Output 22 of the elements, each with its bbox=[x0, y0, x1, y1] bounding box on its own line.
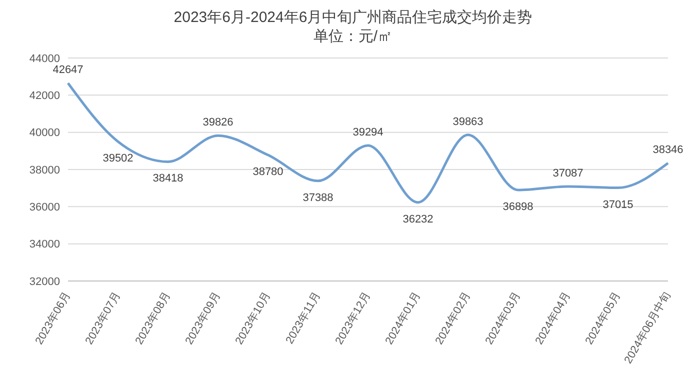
data-label: 39294 bbox=[352, 126, 384, 138]
y-tick-label: 40000 bbox=[29, 127, 60, 140]
y-tick-label: 34000 bbox=[29, 238, 60, 251]
data-label: 38780 bbox=[252, 166, 284, 178]
y-tick-label: 44000 bbox=[29, 52, 60, 65]
data-label: 38346 bbox=[652, 144, 684, 156]
data-label: 39826 bbox=[202, 116, 234, 129]
data-label: 36232 bbox=[402, 213, 434, 226]
y-tick-label: 32000 bbox=[29, 276, 60, 288]
data-label: 37015 bbox=[602, 198, 634, 211]
y-tick-label: 42000 bbox=[29, 90, 60, 102]
chart-title: 2023年6月-2024年6月中旬广州商品住宅成交均价走势 bbox=[172, 8, 534, 27]
chart-subtitle: 单位：元/㎡ bbox=[312, 27, 394, 46]
y-tick-label: 36000 bbox=[29, 202, 60, 214]
data-label: 37087 bbox=[552, 167, 584, 180]
data-label: 39502 bbox=[102, 152, 134, 165]
data-label: 39863 bbox=[452, 116, 484, 128]
data-label: 36898 bbox=[502, 200, 534, 213]
y-tick-label: 38000 bbox=[29, 164, 60, 176]
data-label: 42647 bbox=[52, 64, 84, 76]
data-label: 37388 bbox=[302, 192, 334, 204]
data-label: 38418 bbox=[152, 172, 184, 185]
